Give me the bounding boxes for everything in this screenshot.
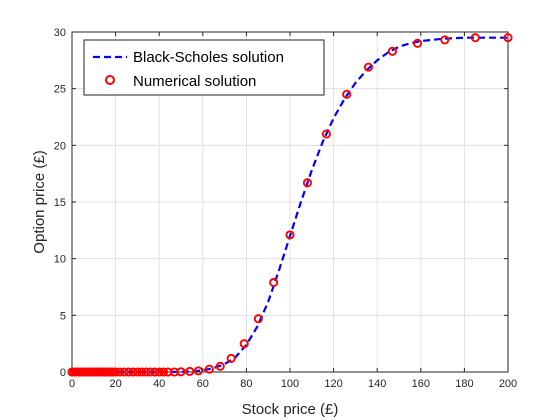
- numerical-point: [193, 366, 203, 376]
- numerical-point: [470, 33, 480, 43]
- numerical-point: [128, 367, 138, 377]
- numerical-point: [176, 367, 186, 377]
- x-tick-label: 120: [324, 378, 342, 390]
- ticks: 0 20 40 60 80 100 120 140 160 180 200 0 5 10 15 20 25 30: [54, 27, 517, 390]
- numerical-point: [269, 277, 279, 288]
- numerical-point: [363, 62, 374, 72]
- numerical-point: [137, 367, 147, 377]
- numerical-point: [440, 35, 450, 45]
- numerical-point: [204, 364, 214, 374]
- numerical-point: [111, 367, 121, 377]
- legend-marker-numerical: [105, 75, 115, 85]
- numerical-point: [226, 353, 236, 363]
- numerical-point: [119, 367, 129, 377]
- legend-box: [83, 39, 325, 96]
- numerical-point: [412, 38, 423, 48]
- x-tick-label: 0: [69, 378, 75, 390]
- x-tick-label: 40: [153, 378, 165, 390]
- numerical-point: [145, 367, 156, 377]
- y-tick-label: 10: [54, 254, 66, 266]
- x-tick-label: 80: [240, 378, 252, 390]
- numerical-point: [239, 339, 249, 349]
- x-tick-label: 160: [412, 378, 430, 390]
- x-tick-label: 20: [109, 378, 121, 390]
- numerical-point: [124, 367, 134, 377]
- numerical-point: [132, 367, 142, 377]
- x-tick-label: 180: [455, 378, 473, 390]
- x-tick-label: 60: [197, 378, 209, 390]
- numerical-point: [285, 230, 295, 240]
- numerical-point: [321, 129, 331, 139]
- numerical-point: [253, 314, 263, 324]
- legend-label-numerical: Numerical solution: [133, 73, 256, 90]
- black-scholes-line: [72, 36, 508, 374]
- numerical-point: [141, 367, 151, 377]
- numerical-point: [150, 367, 160, 377]
- y-tick-label: 5: [60, 310, 66, 322]
- x-tick-label: 140: [368, 378, 386, 390]
- x-tick-label: 100: [281, 378, 299, 390]
- numerical-point: [387, 46, 398, 56]
- numerical-markers: [67, 33, 513, 377]
- y-tick-label: 30: [54, 27, 66, 39]
- numerical-point: [185, 366, 195, 376]
- y-tick-label: 0: [60, 367, 66, 379]
- y-tick-label: 25: [54, 84, 66, 96]
- numerical-point: [115, 367, 125, 377]
- numerical-point: [154, 367, 164, 377]
- y-tick-label: 20: [54, 140, 66, 152]
- numerical-point: [302, 178, 312, 188]
- numerical-point: [342, 89, 352, 99]
- x-tick-label: 200: [499, 378, 517, 390]
- legend-label-black-scholes: Black-Scholes solution: [133, 49, 284, 66]
- legend: Black-Scholes solution Numerical solutio…: [83, 39, 325, 96]
- x-axis-label: Stock price (£): [242, 401, 339, 418]
- y-axis-label: Option price (£): [31, 150, 48, 253]
- numerical-point: [503, 33, 513, 43]
- numerical-point: [215, 361, 225, 371]
- y-tick-label: 15: [54, 197, 66, 209]
- numerical-point: [159, 367, 169, 377]
